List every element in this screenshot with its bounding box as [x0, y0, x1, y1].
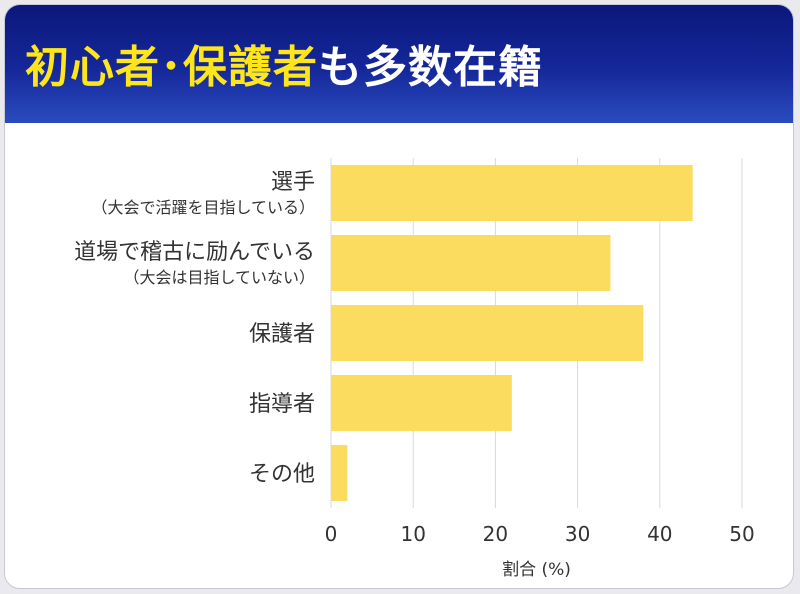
category-label: 道場で稽古に励んでいる （大会は目指していない）	[74, 240, 315, 287]
category-label-line: 指導者	[249, 392, 315, 417]
chart-card: 初心者･保護者も多数在籍	[4, 4, 794, 589]
title-emphasis: 初心者･保護者	[25, 42, 318, 93]
category-label: 保護者	[249, 322, 315, 347]
x-tick-label: 30	[565, 522, 590, 546]
header-banner: 初心者･保護者も多数在籍	[5, 5, 793, 123]
x-tick-label: 20	[483, 522, 508, 546]
category-label-subline: （大会は目指していない）	[123, 268, 315, 287]
category-label-subline: （大会で活躍を目指している）	[91, 198, 315, 217]
bar	[331, 235, 611, 291]
category-label-line: 選手	[271, 170, 315, 195]
category-label: 指導者	[249, 392, 315, 417]
x-tick-label: 10	[400, 522, 425, 546]
x-axis-title: 割合 (%)	[502, 560, 571, 580]
category-label: 選手 （大会で活躍を目指している）	[91, 170, 315, 217]
bar	[331, 165, 693, 221]
x-tick-label: 50	[729, 522, 754, 546]
page-title: 初心者･保護者も多数在籍	[25, 31, 543, 95]
x-tick-label: 40	[647, 522, 672, 546]
category-label: その他	[249, 462, 315, 487]
bar	[331, 305, 644, 361]
category-label-line: その他	[249, 462, 315, 487]
category-label-line: 保護者	[249, 322, 315, 347]
bar	[331, 375, 512, 431]
title-rest: も多数在籍	[318, 42, 543, 93]
x-tick-label: 0	[325, 522, 338, 546]
bar	[331, 445, 348, 501]
category-label-line: 道場で稽古に励んでいる	[74, 240, 315, 265]
